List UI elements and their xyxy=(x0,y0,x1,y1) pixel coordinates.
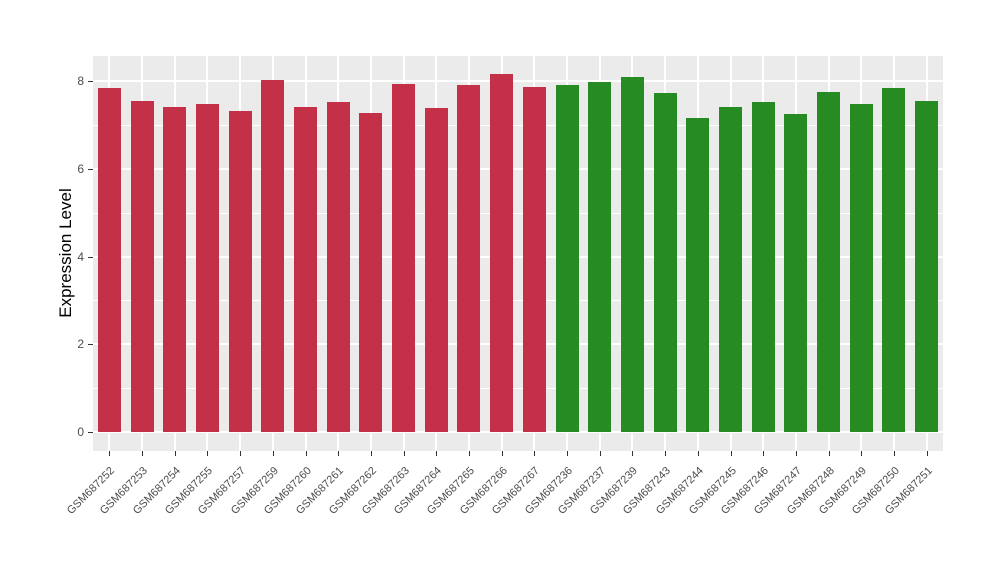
x-tick-mark xyxy=(142,451,143,456)
bar-GSM687263 xyxy=(392,84,415,432)
gridline-minor xyxy=(93,388,943,389)
bar-GSM687243 xyxy=(654,93,677,432)
x-tick-mark xyxy=(829,451,830,456)
y-tick-label: 6 xyxy=(77,162,84,176)
y-tick-mark xyxy=(88,432,93,433)
bar-GSM687245 xyxy=(719,107,742,432)
gridline-major xyxy=(93,343,943,345)
bar-GSM687265 xyxy=(457,85,480,432)
y-tick-mark xyxy=(88,257,93,258)
bar-GSM687264 xyxy=(425,108,448,432)
y-tick-mark xyxy=(88,169,93,170)
y-tick-label: 0 xyxy=(77,425,84,439)
x-tick-mark xyxy=(502,451,503,456)
x-tick-mark xyxy=(894,451,895,456)
bar-GSM687239 xyxy=(621,77,644,432)
x-tick-mark xyxy=(338,451,339,456)
bar-GSM687252 xyxy=(98,88,121,432)
y-tick-mark xyxy=(88,344,93,345)
gridline-major xyxy=(93,80,943,82)
bar-GSM687236 xyxy=(556,85,579,432)
x-tick-mark xyxy=(632,451,633,456)
bar-GSM687237 xyxy=(588,82,611,432)
x-tick-mark xyxy=(731,451,732,456)
x-tick-mark xyxy=(861,451,862,456)
x-tick-mark xyxy=(371,451,372,456)
bar-GSM687262 xyxy=(359,113,382,432)
bar-GSM687260 xyxy=(294,107,317,432)
y-tick-label: 8 xyxy=(77,74,84,88)
bar-GSM687255 xyxy=(196,104,219,432)
plot-panel xyxy=(93,56,943,451)
bar-GSM687261 xyxy=(327,102,350,432)
gridline-major xyxy=(93,431,943,433)
x-tick-mark xyxy=(436,451,437,456)
gridline-major xyxy=(93,168,943,170)
gridline-minor xyxy=(93,213,943,214)
x-tick-mark xyxy=(567,451,568,456)
bar-GSM687254 xyxy=(163,107,186,432)
x-tick-mark xyxy=(404,451,405,456)
x-tick-mark xyxy=(698,451,699,456)
bar-GSM687247 xyxy=(784,114,807,432)
x-tick-mark xyxy=(207,451,208,456)
x-tick-mark xyxy=(273,451,274,456)
x-tick-mark xyxy=(763,451,764,456)
bar-GSM687259 xyxy=(261,80,284,432)
bar-GSM687250 xyxy=(882,88,905,432)
x-tick-mark xyxy=(240,451,241,456)
x-tick-mark xyxy=(600,451,601,456)
x-tick-mark xyxy=(665,451,666,456)
x-tick-mark xyxy=(306,451,307,456)
x-tick-mark xyxy=(534,451,535,456)
bar-GSM687244 xyxy=(686,118,709,432)
x-tick-mark xyxy=(796,451,797,456)
bar-GSM687251 xyxy=(915,101,938,432)
x-tick-mark xyxy=(927,451,928,456)
y-tick-label: 2 xyxy=(77,337,84,351)
x-tick-mark xyxy=(175,451,176,456)
bar-GSM687248 xyxy=(817,92,840,432)
bar-GSM687267 xyxy=(523,87,546,432)
x-tick-mark xyxy=(469,451,470,456)
bar-GSM687253 xyxy=(131,101,154,432)
bar-GSM687246 xyxy=(752,102,775,432)
gridline-major xyxy=(93,256,943,258)
bar-GSM687257 xyxy=(229,111,252,432)
x-tick-mark xyxy=(109,451,110,456)
bar-GSM687266 xyxy=(490,74,513,432)
gridline-minor xyxy=(93,300,943,301)
y-tick-mark xyxy=(88,81,93,82)
y-tick-label: 4 xyxy=(77,250,84,264)
bar-GSM687249 xyxy=(850,104,873,432)
gridline-minor xyxy=(93,125,943,126)
